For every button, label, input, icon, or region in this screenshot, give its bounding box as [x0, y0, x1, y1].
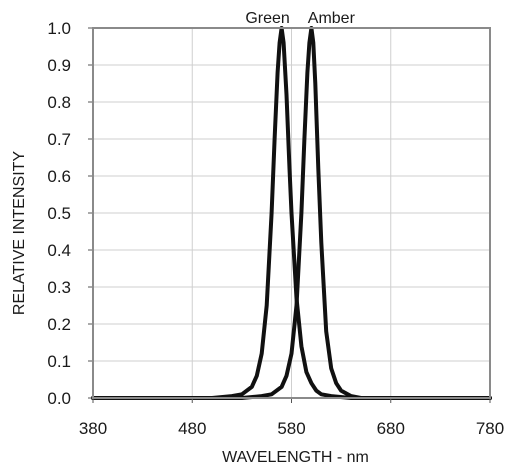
y-tick-label: 0.1 [47, 352, 71, 371]
y-tick-label: 0.3 [47, 278, 71, 297]
y-tick-label: 0.9 [47, 56, 71, 75]
y-tick-label: 0.6 [47, 167, 71, 186]
y-tick-label: 0.2 [47, 315, 71, 334]
y-tick-label: 0.8 [47, 93, 71, 112]
plot-frame [92, 27, 491, 399]
y-tick-label: 1.0 [47, 19, 71, 38]
x-tick-label: 380 [79, 419, 107, 438]
series-label-amber: Amber [308, 10, 356, 27]
y-tick-label: 0.0 [47, 389, 71, 408]
y-tick-label: 0.5 [47, 204, 71, 223]
series-line-amber [91, 26, 492, 400]
series-label-green: Green [245, 10, 289, 27]
y-tick-labels: 0.0 0.1 0.2 0.3 0.4 0.5 0.6 0.7 0.8 0.9 1.0 [47, 19, 71, 408]
series-line-green [91, 26, 492, 400]
x-tick-label: 580 [277, 419, 305, 438]
x-tick-label: 480 [178, 419, 206, 438]
y-axis-title: RELATIVE INTENSITY [11, 151, 28, 316]
x-tick-label: 680 [377, 419, 405, 438]
x-tick-label: 780 [476, 419, 504, 438]
y-tick-label: 0.4 [47, 241, 71, 260]
x-tick-labels: 380 480 580 680 780 [79, 419, 504, 438]
y-tick-label: 0.7 [47, 130, 71, 149]
axes [88, 27, 491, 403]
x-axis-title: WAVELENGTH - nm [222, 449, 369, 466]
series-layer [91, 26, 492, 400]
